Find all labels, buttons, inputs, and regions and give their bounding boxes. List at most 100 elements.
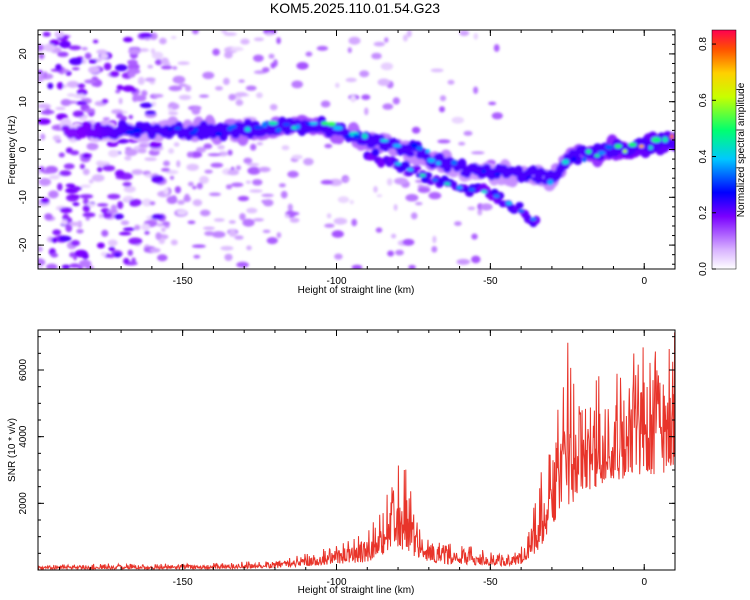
colorbar-tick-label: 0.2 <box>698 205 709 219</box>
noise-blob <box>48 190 59 199</box>
noise-blob <box>225 184 233 190</box>
noise-blob <box>152 93 164 98</box>
snr-ytick-label: 6000 <box>18 358 29 381</box>
noise-blob <box>236 261 249 268</box>
trace-peak <box>651 137 662 143</box>
noise-blob <box>192 30 199 35</box>
noise-blob <box>84 108 96 113</box>
trace-body <box>457 158 467 170</box>
branch-peak <box>456 186 463 190</box>
noise-blob <box>471 151 485 155</box>
noise-blob <box>155 232 162 241</box>
noise-blob <box>432 235 437 244</box>
noise-blob <box>408 265 416 269</box>
trace-peak <box>481 169 487 174</box>
trace-body <box>282 123 292 135</box>
branch-body <box>515 202 524 209</box>
noise-blob <box>127 59 138 66</box>
noise-blob <box>96 161 109 166</box>
trace-peak <box>167 127 173 131</box>
noise-blob <box>69 252 77 258</box>
noise-blob <box>305 51 313 57</box>
noise-blob <box>192 185 197 190</box>
noise-blob <box>364 107 369 116</box>
noise-blob <box>116 138 129 144</box>
noise-blob <box>207 153 222 157</box>
noise-blob <box>348 36 361 45</box>
noise-blob <box>144 157 157 162</box>
spectrogram-xtick-label: -100 <box>326 276 346 287</box>
trace-peak <box>427 158 436 163</box>
snr-ylabel: SNR (10 * v/v) <box>7 418 18 482</box>
trace-peak <box>662 136 668 143</box>
trace-peak <box>585 149 592 155</box>
noise-blob <box>296 62 309 70</box>
snr-xtick-label: 0 <box>641 577 647 588</box>
spectrogram-ytick-label: 0 <box>18 146 29 152</box>
trace-peak <box>493 172 501 177</box>
noise-blob <box>256 92 263 99</box>
noise-blob <box>230 46 244 52</box>
noise-blob <box>393 204 398 211</box>
noise-blob <box>291 154 303 160</box>
noise-blob <box>402 34 408 42</box>
noise-blob <box>184 85 192 92</box>
noise-blob <box>384 37 389 43</box>
noise-blob <box>467 206 476 211</box>
noise-blob <box>38 178 52 186</box>
noise-blob <box>129 199 142 206</box>
noise-blob <box>176 160 181 168</box>
noise-blob <box>120 220 130 226</box>
noise-blob <box>79 163 85 170</box>
noise-blob <box>359 70 370 78</box>
noise-blob <box>220 246 234 251</box>
noise-blob <box>186 151 194 158</box>
colorbar-tick-label: 0.6 <box>698 93 709 107</box>
noise-blob <box>155 59 163 66</box>
noise-blob <box>143 246 150 253</box>
noise-blob <box>98 213 104 219</box>
branch-peak <box>444 182 451 186</box>
noise-blob <box>38 265 44 269</box>
noise-blob <box>220 30 228 33</box>
trace-peak <box>133 127 142 133</box>
noise-blob <box>320 100 331 108</box>
noise-blob <box>223 77 230 85</box>
noise-blob <box>406 30 412 38</box>
noise-blob <box>107 239 118 247</box>
noise-blob <box>79 259 92 268</box>
noise-blob <box>114 169 125 178</box>
noise-blob <box>84 79 97 84</box>
noise-blob <box>439 95 447 102</box>
snr-xtick-label: -50 <box>483 577 498 588</box>
noise-blob <box>415 202 423 206</box>
noise-blob <box>405 194 419 202</box>
trace-peak <box>361 133 368 140</box>
noise-blob <box>88 59 98 64</box>
trace-peak <box>670 134 674 140</box>
noise-blob <box>199 94 209 98</box>
trace-peak <box>622 149 628 154</box>
noise-blob <box>51 237 58 244</box>
branch-peak <box>518 209 525 213</box>
noise-blob <box>249 189 263 193</box>
noise-blob <box>168 107 173 112</box>
noise-blob <box>326 213 332 219</box>
noise-blob <box>56 82 64 90</box>
colorbar-tick-label: 0.4 <box>698 149 709 163</box>
trace-peak <box>571 156 577 162</box>
noise-blob <box>473 33 479 40</box>
trace-body <box>405 150 415 158</box>
noise-blob <box>107 193 121 200</box>
noise-blob <box>38 246 43 252</box>
noise-blob <box>211 231 226 238</box>
noise-blob <box>337 196 350 204</box>
noise-blob <box>70 240 80 247</box>
noise-blob <box>324 223 335 228</box>
noise-blob <box>116 112 124 119</box>
noise-blob <box>234 92 248 97</box>
trace-peak <box>214 131 223 137</box>
noise-blob <box>287 170 299 178</box>
noise-blob <box>80 184 91 188</box>
